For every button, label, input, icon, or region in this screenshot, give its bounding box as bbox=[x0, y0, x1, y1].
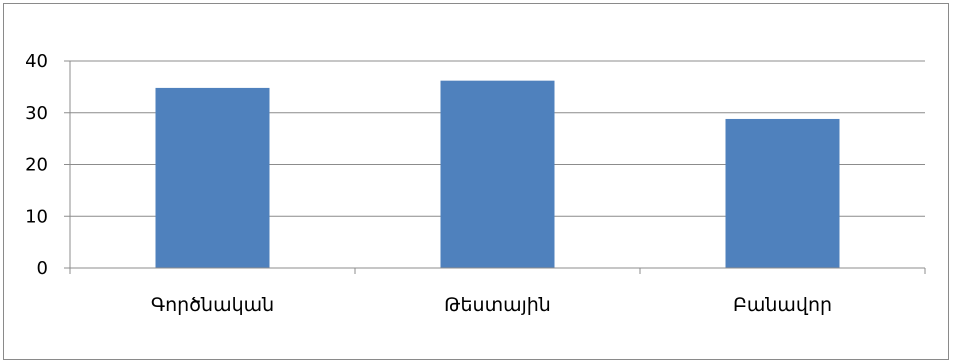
axes bbox=[64, 60, 926, 274]
bars bbox=[155, 80, 840, 269]
y-tick-label: 40 bbox=[25, 51, 48, 72]
x-tick-label: Գործնական bbox=[151, 294, 274, 316]
bar bbox=[440, 80, 555, 268]
y-tick-label: 10 bbox=[25, 206, 48, 227]
y-tick-label: 30 bbox=[25, 103, 48, 124]
bar bbox=[725, 118, 840, 269]
y-tick-label: 20 bbox=[25, 155, 48, 176]
x-tick-label: Թեստային bbox=[444, 294, 551, 316]
y-tick-label: 0 bbox=[37, 258, 48, 279]
bar bbox=[155, 87, 270, 268]
x-tick-label: Բանավոր bbox=[733, 294, 832, 316]
y-tick-labels: 0 10 20 30 40 bbox=[25, 51, 48, 279]
x-tick-labels: Գործնական Թեստային Բանավոր bbox=[151, 294, 832, 316]
